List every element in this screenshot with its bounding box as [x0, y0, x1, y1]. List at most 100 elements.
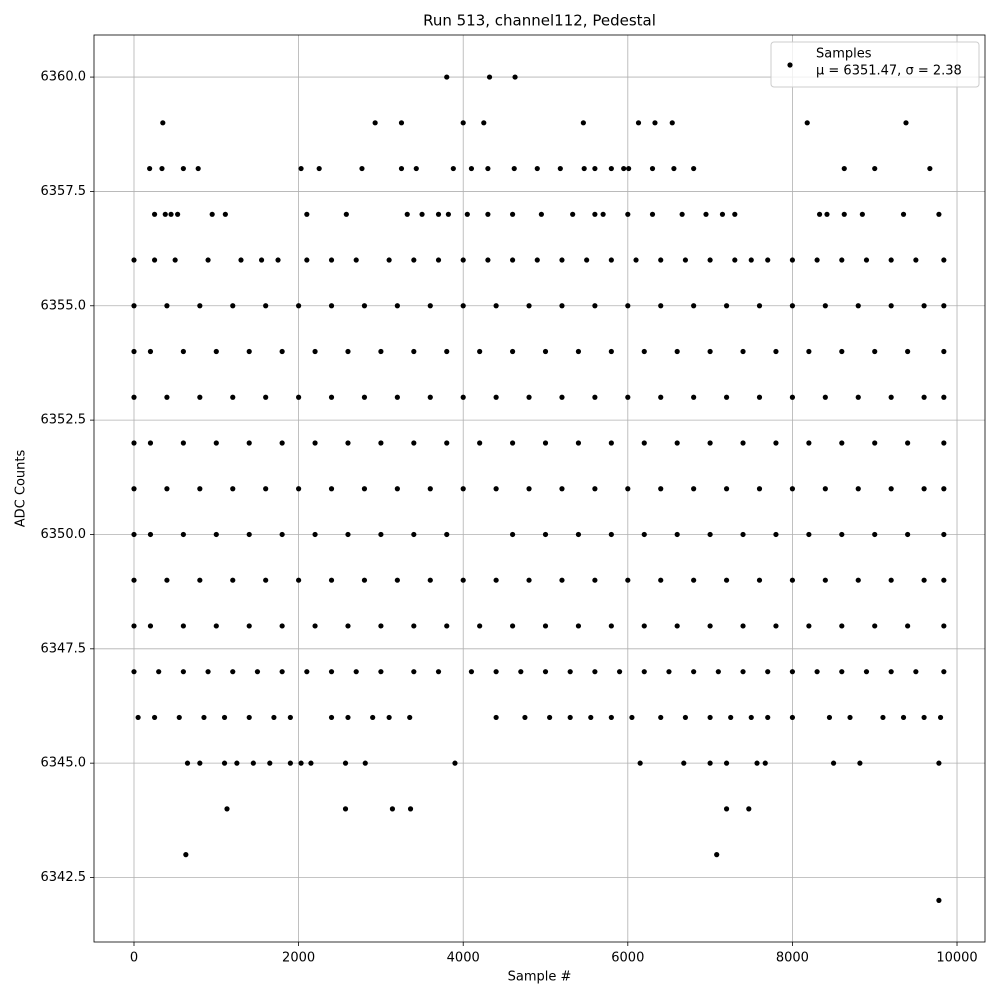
- point: [714, 852, 720, 858]
- point: [522, 714, 528, 721]
- point: [296, 486, 302, 492]
- point: [888, 303, 894, 309]
- point: [822, 394, 828, 400]
- point: [389, 806, 396, 812]
- point: [162, 211, 168, 217]
- point: [526, 303, 532, 309]
- point: [863, 257, 870, 263]
- point: [707, 760, 713, 766]
- point: [581, 165, 587, 172]
- point: [682, 714, 689, 721]
- point: [342, 806, 349, 812]
- point: [398, 165, 405, 172]
- point: [328, 394, 335, 400]
- point: [905, 531, 911, 538]
- point: [707, 714, 713, 721]
- point: [328, 669, 335, 675]
- point: [213, 623, 219, 629]
- point: [756, 303, 763, 309]
- point: [238, 257, 244, 263]
- point: [184, 760, 191, 766]
- point: [176, 714, 182, 721]
- point: [493, 486, 499, 492]
- point: [635, 120, 642, 126]
- point: [131, 531, 137, 538]
- point: [151, 211, 158, 217]
- legend-marker: [787, 62, 793, 68]
- point: [230, 303, 236, 309]
- point: [542, 348, 549, 355]
- point: [754, 760, 760, 766]
- point: [246, 348, 252, 355]
- legend-stats: μ = 6351.47, σ = 2.38: [816, 64, 962, 79]
- point: [304, 669, 310, 675]
- point: [180, 623, 186, 629]
- point: [147, 440, 154, 446]
- point: [197, 760, 203, 766]
- point: [789, 486, 796, 492]
- point: [164, 394, 170, 400]
- point: [542, 623, 549, 629]
- point: [608, 348, 614, 355]
- point: [592, 303, 598, 309]
- point: [682, 257, 689, 263]
- point: [345, 348, 351, 355]
- point: [378, 440, 384, 446]
- point: [707, 348, 713, 355]
- point: [608, 257, 614, 263]
- point: [789, 669, 796, 675]
- point: [250, 760, 256, 766]
- point: [493, 303, 499, 309]
- point: [444, 623, 450, 629]
- point: [361, 303, 368, 309]
- point: [263, 303, 269, 309]
- point: [649, 165, 656, 172]
- point: [404, 211, 410, 217]
- point: [872, 440, 878, 446]
- point: [671, 165, 677, 172]
- point: [691, 303, 697, 309]
- point: [444, 531, 450, 538]
- point: [652, 120, 658, 126]
- axes-frame: [93, 34, 986, 943]
- point: [486, 74, 493, 80]
- point: [806, 531, 812, 538]
- point: [460, 486, 466, 492]
- point: [359, 165, 365, 172]
- x-tick-label: 6000: [611, 951, 644, 966]
- point: [362, 760, 368, 766]
- point: [131, 303, 137, 309]
- point: [888, 577, 894, 583]
- point: [691, 394, 697, 400]
- point: [411, 348, 417, 355]
- point: [180, 165, 186, 172]
- point: [213, 348, 219, 355]
- point: [224, 806, 230, 812]
- point: [509, 440, 516, 446]
- point: [748, 714, 754, 721]
- point: [855, 303, 861, 309]
- point: [493, 669, 499, 675]
- point: [789, 577, 796, 583]
- point: [880, 714, 886, 721]
- point: [905, 440, 911, 446]
- point: [221, 760, 228, 766]
- point: [407, 806, 414, 812]
- point: [308, 760, 314, 766]
- point: [312, 623, 318, 629]
- point: [658, 486, 664, 492]
- point: [435, 211, 442, 217]
- point: [773, 531, 779, 538]
- point: [175, 211, 181, 217]
- point: [841, 211, 847, 217]
- point: [427, 486, 433, 492]
- point: [386, 714, 392, 721]
- y-tick-label: 6355.0: [41, 298, 87, 313]
- point: [921, 577, 927, 583]
- point: [839, 257, 845, 263]
- point: [372, 120, 378, 126]
- point: [147, 348, 154, 355]
- point: [621, 165, 627, 172]
- point: [518, 669, 524, 675]
